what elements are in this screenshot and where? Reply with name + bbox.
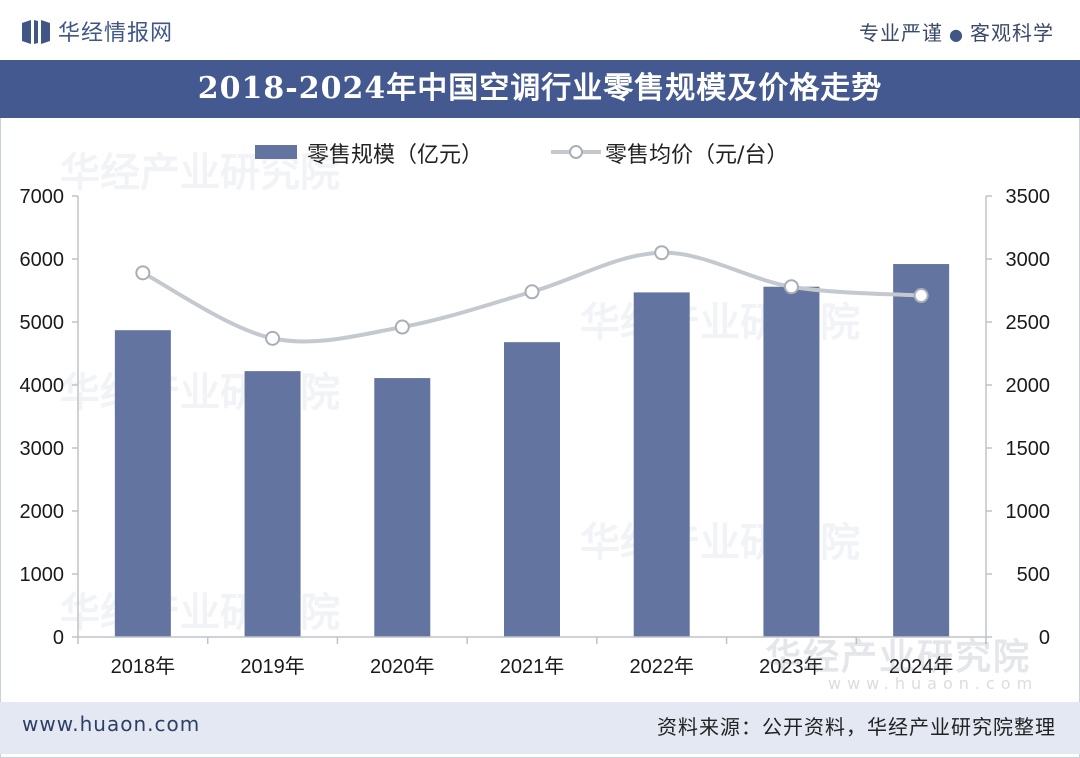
x-tick-label: 2018年 xyxy=(111,655,176,678)
title-band xyxy=(0,60,1080,118)
bar xyxy=(244,371,301,637)
footer-source: 资料来源：公开资料，华经产业研究院整理 xyxy=(657,715,1056,739)
x-axis: 2018年 2019年 2020年 2021年 2022年 2023年 2024年 xyxy=(77,636,987,678)
legend-bar-label: 零售规模（亿元） xyxy=(307,143,484,168)
footer-band xyxy=(0,702,1080,754)
x-tick-label: 2020年 xyxy=(370,655,435,678)
x-tick-label: 2023年 xyxy=(759,655,824,678)
left-tick-label: 7000 xyxy=(20,186,65,208)
left-tick-label: 6000 xyxy=(20,249,65,271)
top-bar: 华经情报网 专业严谨 ● 客观科学 xyxy=(0,0,1080,60)
price-point xyxy=(913,288,929,304)
x-tick-label: 2022年 xyxy=(629,655,694,678)
huajing-logo-icon xyxy=(22,20,50,44)
price-point xyxy=(265,330,281,346)
left-tick-label: 3000 xyxy=(20,438,65,460)
price-point xyxy=(783,279,799,295)
right-tick-label: 2000 xyxy=(1006,375,1051,397)
brand-name: 华经情报网 xyxy=(58,21,174,46)
bar xyxy=(374,378,431,637)
slogan: 专业严谨 ● 客观科学 xyxy=(859,17,1054,46)
left-axis: 0 1000 2000 3000 4000 5000 6000 7000 xyxy=(20,186,79,649)
left-tick-label: 5000 xyxy=(20,312,65,334)
x-tick-label: 2021年 xyxy=(500,655,565,678)
bar xyxy=(893,264,950,637)
right-tick-label: 1500 xyxy=(1006,438,1051,460)
bar xyxy=(763,286,820,637)
right-tick-label: 3000 xyxy=(1006,249,1051,271)
line-series xyxy=(135,245,929,346)
right-tick-label: 500 xyxy=(1017,564,1050,586)
dot-separator-icon: ● xyxy=(949,25,964,44)
legend-line-swatch-icon xyxy=(551,145,601,159)
price-point xyxy=(394,319,410,335)
left-tick-label: 1000 xyxy=(20,564,65,586)
slogan-right: 客观科学 xyxy=(970,21,1054,45)
chart-area: 0 1000 2000 3000 4000 5000 6000 7000 0 500 1000 15… xyxy=(20,186,1051,678)
left-tick-label: 4000 xyxy=(20,375,65,397)
bar xyxy=(504,342,560,637)
right-axis: 0 500 1000 1500 2000 2500 3000 3500 xyxy=(985,186,1051,649)
right-tick-label: 1000 xyxy=(1006,501,1051,523)
right-tick-label: 3500 xyxy=(1006,186,1051,208)
bar xyxy=(114,330,171,637)
price-point xyxy=(524,284,540,300)
slogan-left: 专业严谨 xyxy=(859,21,944,45)
chart-title: 2018-2024年中国空调行业零售规模及价格走势 xyxy=(197,71,883,106)
legend-line-label: 零售均价（元/台） xyxy=(605,143,789,168)
watermark-brand: 华经产业研究院 xyxy=(765,637,1032,678)
legend-bar-swatch xyxy=(255,145,297,159)
price-point xyxy=(654,245,670,261)
left-tick-label: 2000 xyxy=(20,501,65,523)
footer-website: www.huaon.com xyxy=(22,712,201,736)
right-tick-label: 2500 xyxy=(1006,312,1051,334)
x-tick-label: 2024年 xyxy=(889,655,954,678)
bar-series xyxy=(114,264,950,637)
x-tick-label: 2019年 xyxy=(240,655,305,678)
right-tick-label: 0 xyxy=(1039,627,1050,649)
watermark-url: www.huaon.com xyxy=(828,674,1039,693)
bar xyxy=(633,292,690,637)
price-point xyxy=(135,265,151,281)
left-tick-label: 0 xyxy=(53,627,64,649)
